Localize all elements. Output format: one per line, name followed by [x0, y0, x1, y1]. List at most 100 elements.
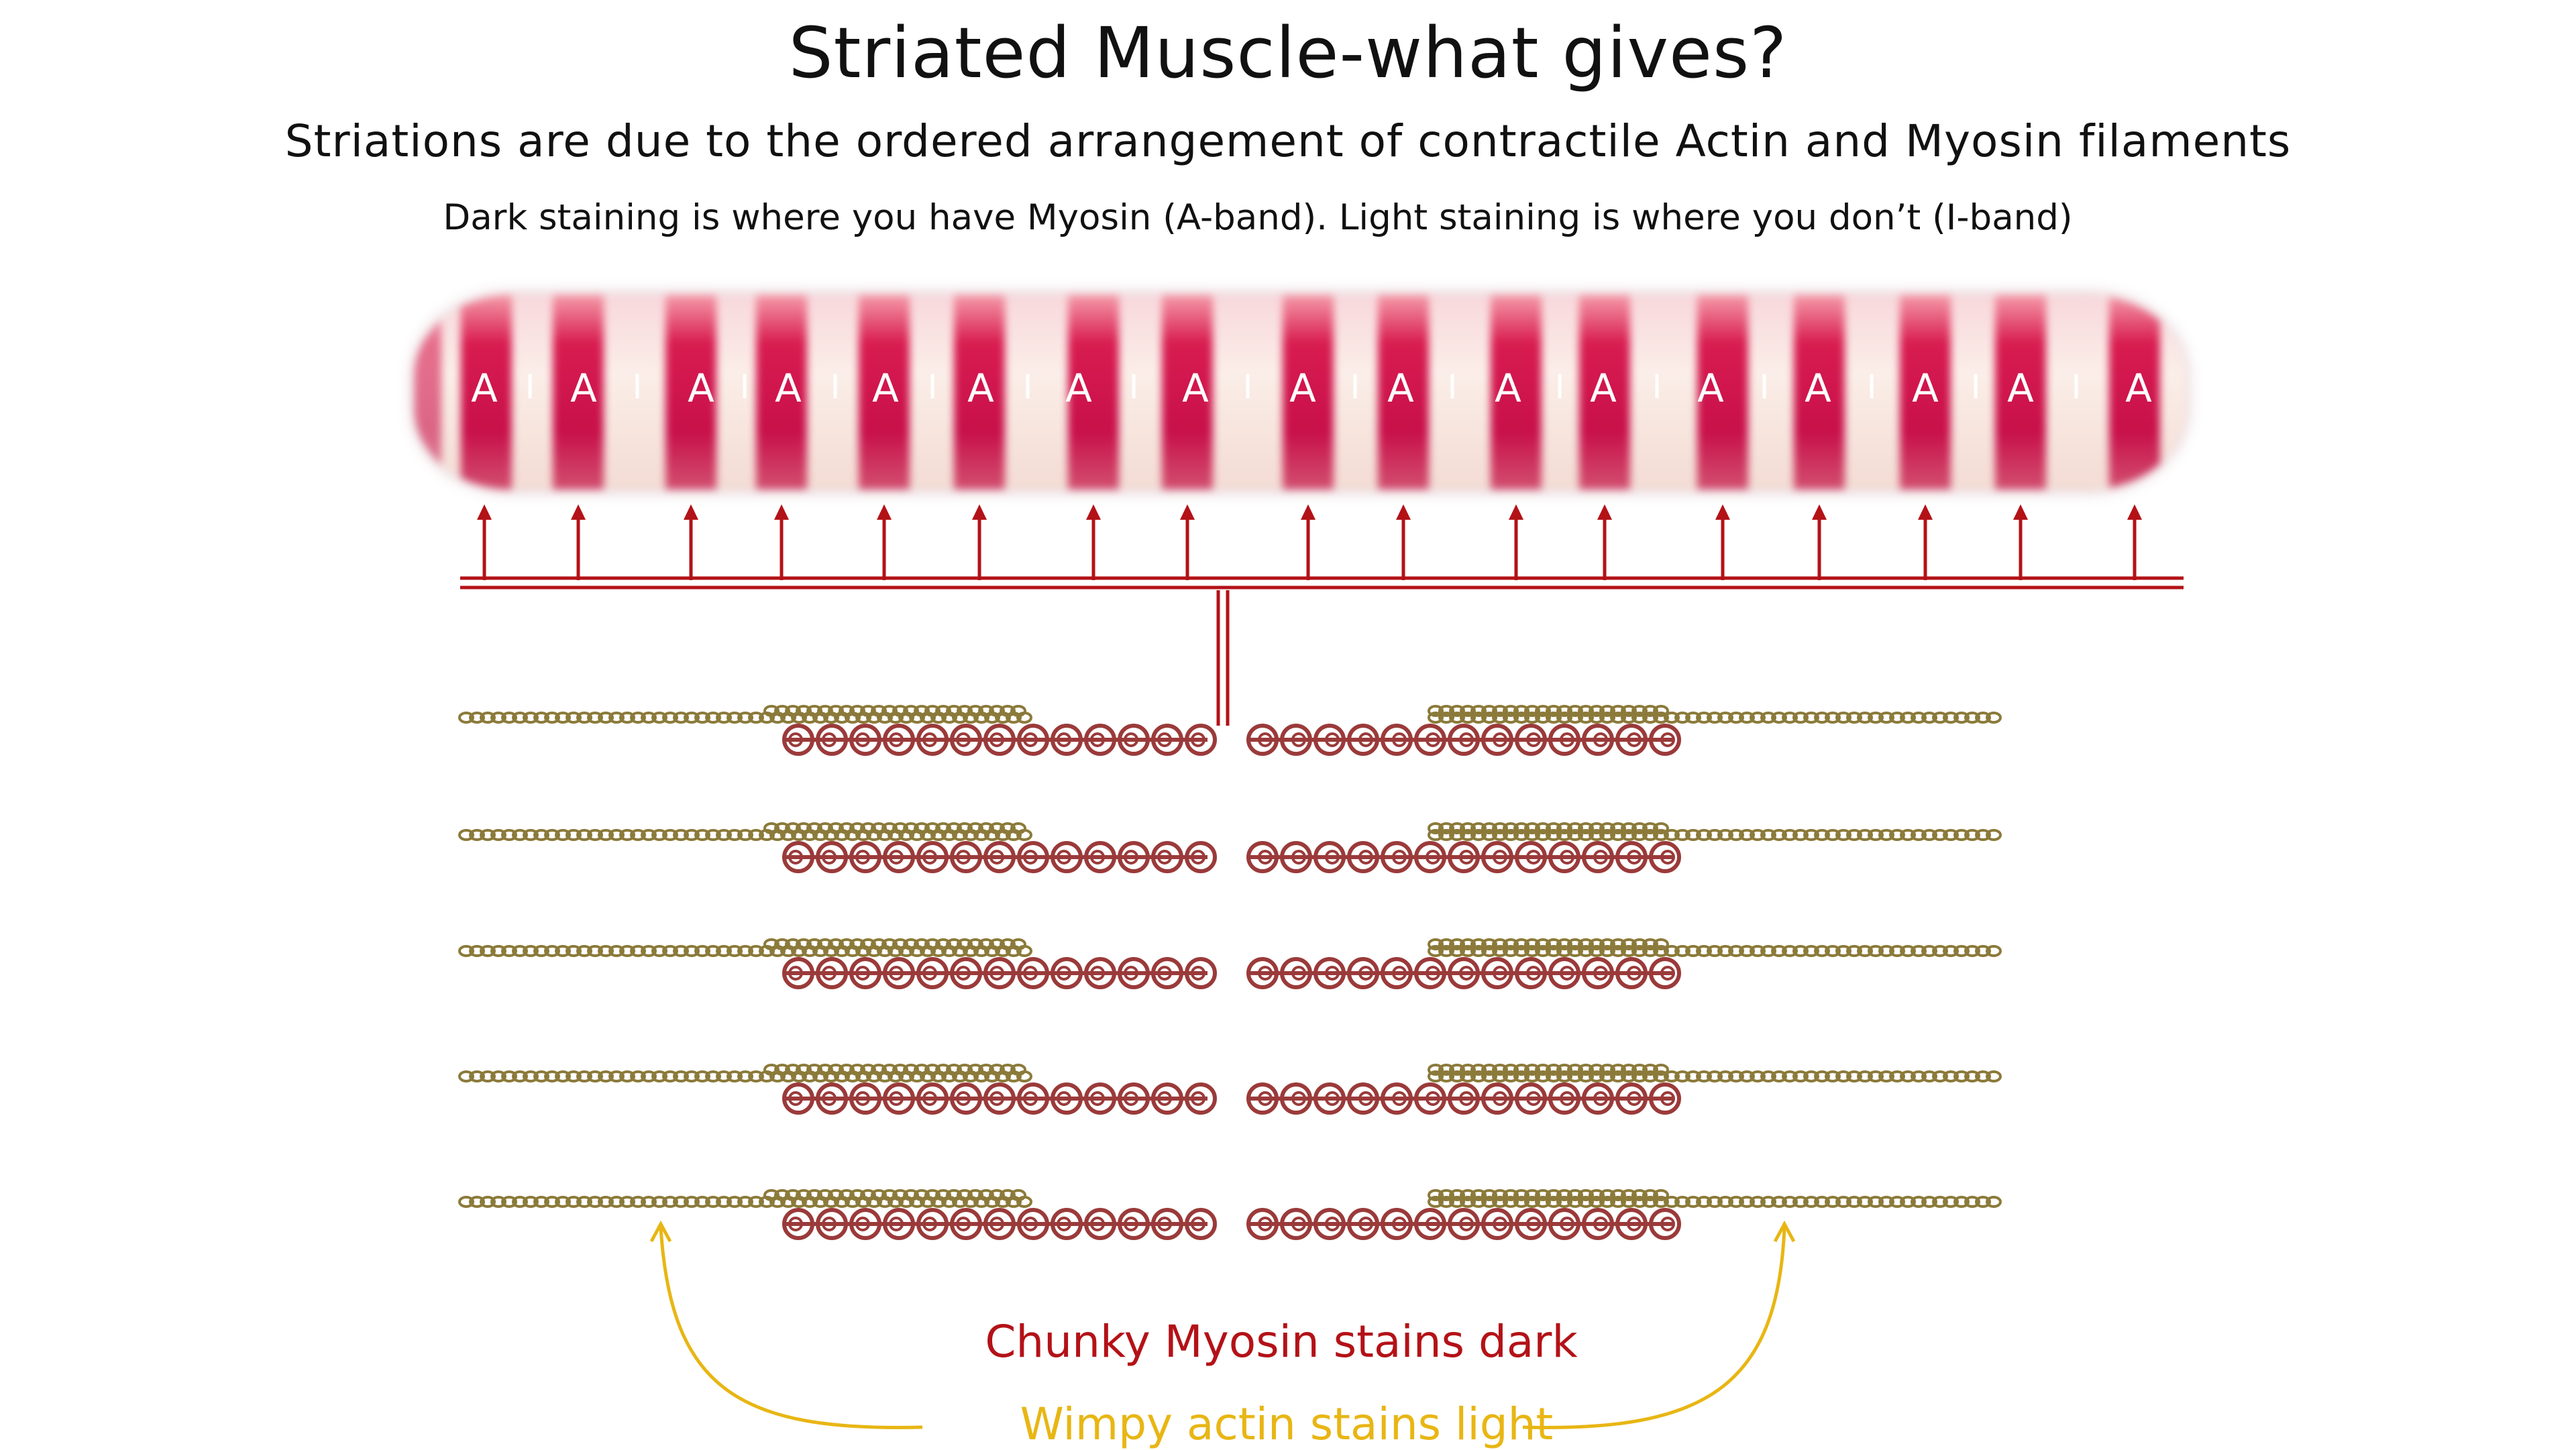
- actin-link: [662, 945, 678, 957]
- myosin-head-inner: [855, 850, 870, 865]
- myosin-head: [849, 957, 881, 989]
- a-band: [665, 295, 716, 490]
- myosin-head: [883, 1208, 915, 1240]
- actin-link: [641, 712, 657, 724]
- myosin-head: [1347, 724, 1379, 756]
- actin-link: [1868, 829, 1884, 841]
- actin-link: [828, 938, 844, 950]
- actin-link: [727, 945, 743, 957]
- actin-link: [1513, 705, 1529, 717]
- myosin-head: [1381, 1082, 1413, 1115]
- actin-link: [1578, 705, 1594, 717]
- actin-link: [871, 822, 887, 834]
- actin-link: [641, 1070, 657, 1082]
- myosin-head-inner: [788, 732, 803, 747]
- arrowhead: [1597, 504, 1612, 520]
- myosin-head-inner: [1291, 1217, 1306, 1231]
- actin-link: [1932, 1196, 1948, 1208]
- actin-link: [967, 705, 983, 717]
- myosin-head: [916, 841, 949, 873]
- actin-link: [1556, 829, 1572, 841]
- myosin-head-inner: [1660, 850, 1675, 865]
- myosin-head: [1313, 724, 1346, 756]
- actin-link: [1503, 822, 1519, 834]
- myosin-head-inner: [1291, 1091, 1306, 1106]
- myosin-head-inner: [1191, 732, 1205, 747]
- actin-link: [694, 1196, 710, 1208]
- myosin-head-inner: [1627, 1091, 1642, 1106]
- actin-link: [1481, 938, 1497, 950]
- i-band-label: I: [1022, 368, 1033, 406]
- actin-link: [1524, 945, 1540, 957]
- actin-link: [1696, 829, 1712, 841]
- actin-link: [1546, 822, 1562, 834]
- actin-link: [1460, 822, 1476, 834]
- a-band-label: A: [1697, 366, 1724, 411]
- actin-link: [1621, 1070, 1637, 1082]
- a-band-label: A: [1805, 366, 1831, 411]
- actin-link: [1460, 1189, 1476, 1201]
- actin-link: [512, 945, 528, 957]
- actin-link: [796, 1189, 812, 1201]
- actin-link: [1481, 1064, 1497, 1076]
- arrowhead: [1918, 504, 1933, 520]
- actin-link: [1868, 1196, 1884, 1208]
- myosin-head-inner: [1358, 966, 1373, 981]
- myosin-head-inner: [1090, 850, 1105, 865]
- i-band-label: I: [1652, 368, 1662, 406]
- actin-link: [1567, 938, 1583, 950]
- actin-link: [1546, 1064, 1562, 1076]
- actin-link: [727, 1196, 743, 1208]
- myosin-head-inner: [922, 850, 937, 865]
- actin-link: [490, 945, 506, 957]
- myosin-head: [1246, 957, 1279, 989]
- actin-link: [1760, 1196, 1776, 1208]
- actin-link: [1621, 1189, 1637, 1201]
- myosin-head: [1448, 724, 1480, 756]
- actin-link: [1846, 1070, 1862, 1082]
- arrowhead: [1715, 504, 1730, 520]
- myosin-head: [1448, 841, 1480, 873]
- myosin-head: [1051, 1082, 1083, 1115]
- a-band-label: A: [688, 366, 714, 411]
- actin-link: [576, 712, 592, 724]
- actin-link: [1889, 945, 1905, 957]
- a-band: [1900, 295, 1951, 490]
- actin-link: [935, 822, 951, 834]
- actin-link: [469, 829, 485, 841]
- actin-link: [1610, 829, 1626, 841]
- actin-link: [1578, 938, 1594, 950]
- actin-link: [523, 1196, 539, 1208]
- myosin-head-inner: [956, 732, 971, 747]
- actin-link: [839, 1189, 855, 1201]
- actin-link: [1535, 712, 1551, 724]
- actin-link: [1481, 705, 1497, 717]
- actin-link: [935, 705, 951, 717]
- actin-link: [480, 945, 496, 957]
- myosin-head: [1280, 1208, 1312, 1240]
- actin-link: [1900, 945, 1916, 957]
- actin-link: [662, 712, 678, 724]
- actin-link: [694, 829, 710, 841]
- a-band-label: A: [1065, 366, 1092, 411]
- actin-link: [924, 822, 941, 834]
- actin-link: [512, 829, 528, 841]
- actin-link: [1460, 829, 1476, 841]
- myosin-head: [1548, 1082, 1580, 1115]
- actin-link: [1535, 1070, 1551, 1082]
- myosin-head: [1381, 724, 1413, 756]
- actin-link: [748, 829, 764, 841]
- actin-link: [1438, 705, 1454, 717]
- actin-link: [1428, 1070, 1444, 1082]
- actin-link: [608, 829, 625, 841]
- myosin-head: [883, 957, 915, 989]
- myosin-head: [916, 1082, 949, 1115]
- myosin-head-inner: [822, 1091, 837, 1106]
- actin-link: [694, 712, 710, 724]
- bracket: [460, 576, 2184, 726]
- myosin-head-inner: [989, 850, 1004, 865]
- actin-link: [1803, 829, 1819, 841]
- myosin-head-inner: [1426, 732, 1440, 747]
- actin-link: [1760, 1070, 1776, 1082]
- myosin-head-inner: [1526, 966, 1541, 981]
